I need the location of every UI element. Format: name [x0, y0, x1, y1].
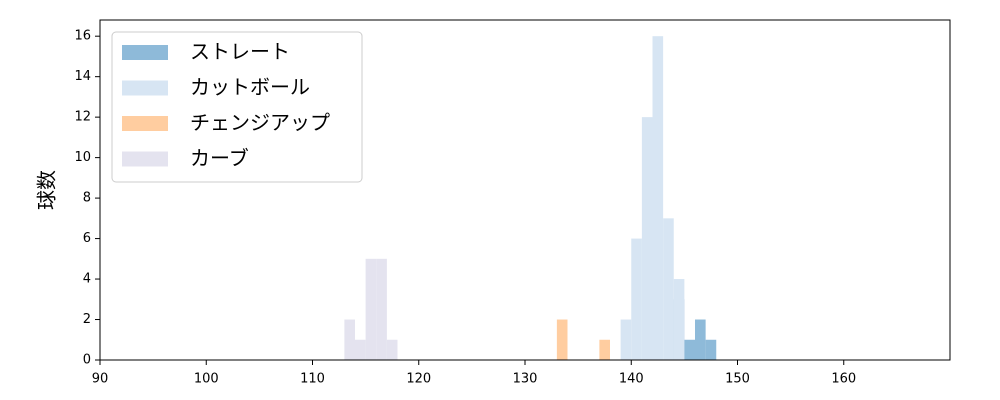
bar — [673, 279, 685, 360]
y-tick-label: 6 — [83, 231, 91, 246]
legend-label: ストレート — [190, 40, 290, 64]
y-tick-label: 12 — [74, 110, 91, 125]
bar — [344, 319, 355, 360]
legend-label: チェンジアップ — [190, 111, 330, 135]
y-tick-label: 16 — [74, 29, 91, 44]
bar — [663, 218, 674, 360]
legend-label: カーブ — [190, 146, 249, 170]
y-tick-label: 14 — [74, 69, 91, 84]
y-tick-label: 0 — [83, 353, 91, 368]
bar — [641, 117, 653, 361]
legend-label: カットボール — [190, 75, 310, 99]
y-tick-label: 2 — [83, 312, 91, 327]
bar — [695, 319, 706, 360]
legend-swatch — [122, 80, 168, 96]
legend-swatch — [122, 151, 168, 167]
bar — [631, 238, 642, 360]
bar — [376, 258, 387, 360]
legend-swatch — [122, 116, 168, 131]
bar — [365, 258, 377, 360]
y-tick-label: 8 — [83, 191, 91, 206]
x-tick-label: 160 — [831, 372, 856, 387]
y-tick-label: 4 — [83, 272, 91, 287]
bar — [599, 339, 610, 360]
bar — [684, 339, 695, 360]
legend-swatch — [122, 45, 168, 60]
x-tick-label: 140 — [619, 372, 644, 387]
bar — [620, 319, 632, 360]
bar — [556, 319, 568, 360]
bar — [705, 339, 717, 360]
bar — [652, 36, 664, 360]
bar — [386, 339, 398, 360]
x-tick-label: 110 — [300, 372, 325, 387]
x-tick-label: 130 — [513, 372, 538, 387]
legend-frame — [111, 31, 363, 183]
bar — [355, 339, 366, 360]
y-axis-label: 球数 — [35, 170, 59, 210]
x-tick-label: 150 — [725, 372, 750, 387]
x-tick-label: 120 — [406, 372, 431, 387]
x-tick-label: 100 — [194, 372, 219, 387]
y-tick-label: 10 — [74, 150, 91, 165]
x-tick-label: 90 — [92, 372, 109, 387]
